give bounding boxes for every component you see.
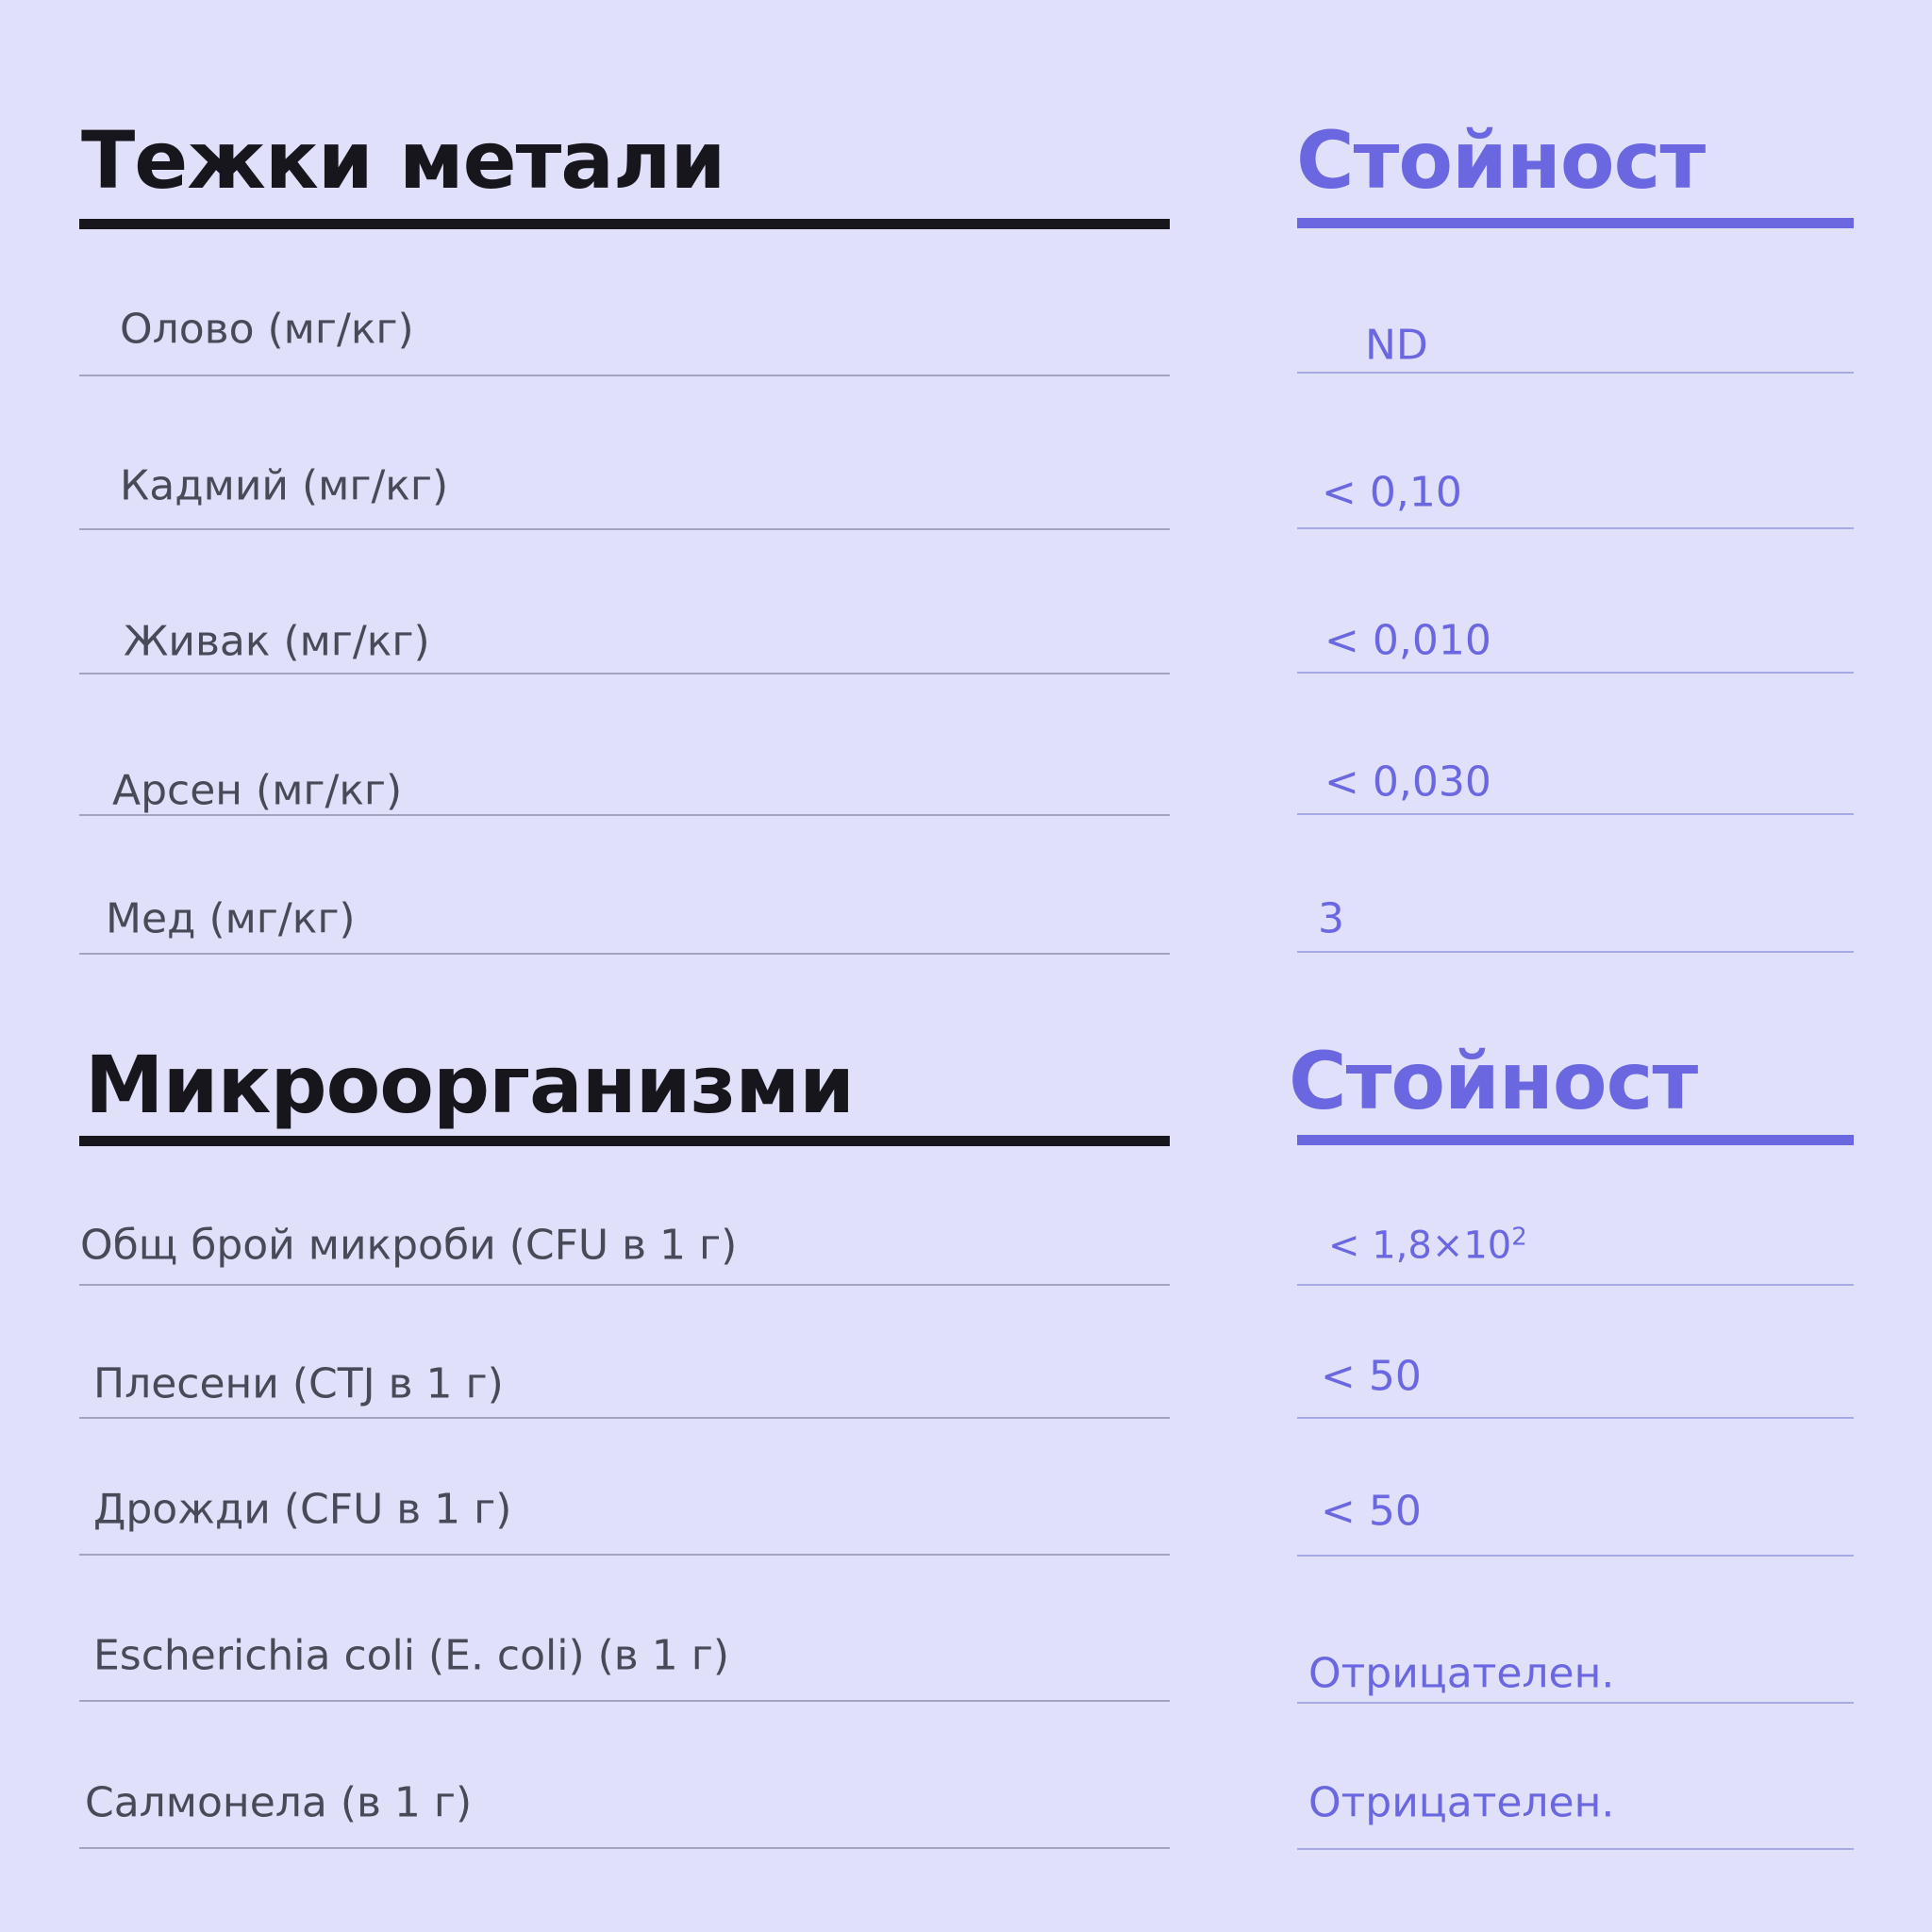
- row-value-arsenic: < 0,030: [1324, 758, 1491, 807]
- row-value-mercury: < 0,010: [1324, 616, 1491, 665]
- row-divider: [1297, 672, 1854, 674]
- heavy-metals-title: Тежки метали: [81, 114, 725, 207]
- row-label-molds: Плесени (CTJ в 1 г): [93, 1359, 504, 1408]
- microorganisms-title: Микроорганизми: [85, 1039, 855, 1131]
- row-divider: [79, 1847, 1170, 1849]
- microorganisms-value-divider: [1297, 1135, 1854, 1145]
- row-divider: [1297, 527, 1854, 529]
- row-value-molds: < 50: [1321, 1352, 1422, 1401]
- row-label-salmonella: Салмонела (в 1 г): [85, 1778, 473, 1827]
- row-label-ecoli: Escherichia coli (E. coli) (в 1 г): [93, 1631, 729, 1680]
- row-divider: [79, 673, 1170, 675]
- row-value-yeasts: < 50: [1321, 1487, 1422, 1536]
- row-divider: [79, 1284, 1170, 1286]
- row-value-salmonella: Отрицателен.: [1308, 1778, 1615, 1827]
- microorganisms-value-header: Стойност: [1289, 1035, 1698, 1127]
- row-divider: [1297, 813, 1854, 815]
- row-value-tin: ND: [1365, 321, 1428, 370]
- microorganisms-divider: [79, 1136, 1170, 1146]
- row-divider: [1297, 1417, 1854, 1419]
- row-divider: [79, 528, 1170, 530]
- heavy-metals-value-divider: [1297, 218, 1854, 228]
- row-label-tin: Олово (мг/кг): [120, 305, 414, 354]
- value-text: < 1,8×10: [1328, 1224, 1512, 1268]
- row-divider: [1297, 1702, 1854, 1704]
- heavy-metals-divider: [79, 219, 1170, 229]
- row-value-ecoli: Отрицателен.: [1308, 1649, 1615, 1698]
- row-divider: [79, 1417, 1170, 1419]
- row-divider: [79, 375, 1170, 376]
- row-divider: [1297, 951, 1854, 953]
- row-divider: [1297, 372, 1854, 374]
- row-value-total-microbes: < 1,8×102: [1328, 1223, 1527, 1267]
- value-exponent: 2: [1511, 1223, 1527, 1252]
- row-label-arsenic: Арсен (мг/кг): [112, 766, 403, 815]
- row-value-copper: 3: [1318, 894, 1344, 943]
- row-divider: [1297, 1555, 1854, 1557]
- row-label-cadmium: Кадмий (мг/кг): [120, 461, 449, 510]
- row-label-total-microbes: Общ брой микроби (CFU в 1 г): [80, 1221, 738, 1270]
- heavy-metals-value-header: Стойност: [1296, 114, 1706, 207]
- row-label-mercury: Живак (мг/кг): [124, 617, 430, 666]
- row-divider: [79, 1700, 1170, 1702]
- row-divider: [1297, 1284, 1854, 1286]
- row-divider: [1297, 1848, 1854, 1850]
- row-divider: [79, 953, 1170, 955]
- row-value-cadmium: < 0,10: [1322, 468, 1462, 517]
- row-label-copper: Мед (мг/кг): [106, 894, 356, 943]
- row-divider: [79, 814, 1170, 816]
- row-label-yeasts: Дрожди (CFU в 1 г): [93, 1485, 512, 1534]
- row-divider: [79, 1554, 1170, 1556]
